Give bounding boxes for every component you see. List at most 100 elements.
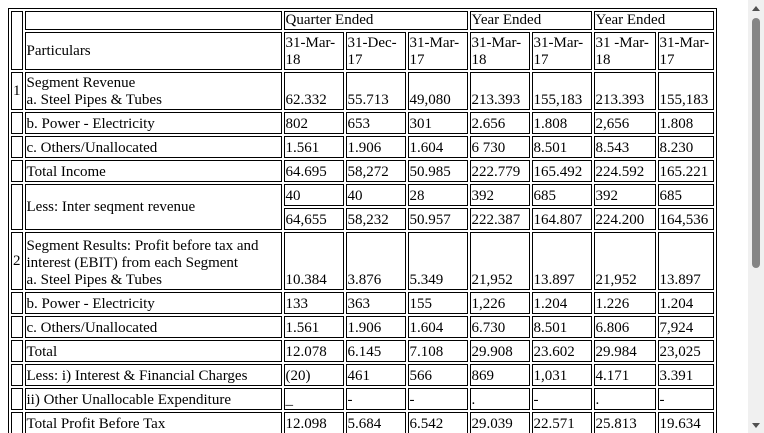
value-cell: 13.897 xyxy=(531,232,592,290)
value-cell: 40 xyxy=(283,184,344,206)
value-cell: 8.501 xyxy=(531,316,592,338)
chevron-up-icon xyxy=(752,5,760,11)
value-cell: 3.876 xyxy=(345,232,406,290)
value-cell: 1.226 xyxy=(593,292,656,314)
value-cell: 29.908 xyxy=(469,340,530,362)
scroll-thumb[interactable] xyxy=(752,18,760,268)
value-cell: 1.906 xyxy=(345,136,406,158)
value-cell: 3.391 xyxy=(657,364,714,386)
value-cell: 8.543 xyxy=(593,136,656,158)
value-cell: 6.730 xyxy=(469,316,530,338)
value-cell: 1.604 xyxy=(407,316,468,338)
table-row: ii) Other Unallocable Expenditure _ - -. -. - xyxy=(11,388,714,410)
header-date-cell: 31-Mar- 17 xyxy=(657,32,714,70)
row-label: Segment Results: Profit before tax and i… xyxy=(24,232,282,290)
value-cell: 1.204 xyxy=(657,292,714,314)
header-group-row: Quarter Ended Year Ended Year Ended xyxy=(11,11,714,70)
value-cell: 155,183 xyxy=(531,72,592,110)
table-row: 2 Segment Results: Profit before tax and … xyxy=(11,232,714,290)
value-cell: 29.984 xyxy=(593,340,656,362)
value-cell: 6.542 xyxy=(407,412,468,433)
table-row: c. Others/Unallocated 1.561 1.906 1.604 6 73… xyxy=(11,136,714,158)
value-cell: 1.204 xyxy=(531,292,592,314)
value-cell: . xyxy=(593,388,656,410)
value-cell: 165.221 xyxy=(657,160,714,182)
value-cell: 25.813 xyxy=(593,412,656,433)
value-cell: _ xyxy=(283,388,344,410)
value-cell: 50.985 xyxy=(407,160,468,182)
row-label: Total xyxy=(24,340,282,362)
row-number xyxy=(11,316,23,338)
value-cell: 23,025 xyxy=(657,340,714,362)
value-cell: 461 xyxy=(345,364,406,386)
value-cell: - xyxy=(657,388,714,410)
value-cell: 222.387 xyxy=(469,208,530,230)
value-cell: 566 xyxy=(407,364,468,386)
value-cell: 802 xyxy=(283,112,344,134)
header-quarter-ended: Quarter Ended xyxy=(283,11,468,30)
scroll-down-button[interactable] xyxy=(748,417,764,433)
scroll-up-button[interactable] xyxy=(748,0,764,16)
value-cell: 13.897 xyxy=(657,232,714,290)
value-cell: 62.332 xyxy=(283,72,344,110)
value-cell: 8.230 xyxy=(657,136,714,158)
table-row: Total Income 64.695 58,272 50.985 222.779 165… xyxy=(11,160,714,182)
value-cell: 58,272 xyxy=(345,160,406,182)
row-number xyxy=(11,364,23,386)
value-cell: 2.656 xyxy=(469,112,530,134)
value-cell: 1.561 xyxy=(283,136,344,158)
table-row: b. Power - Electricity 133 363 155 1,226 1.20… xyxy=(11,292,714,314)
value-cell: 213.393 xyxy=(469,72,530,110)
header-date-row: Particulars 31-Mar- 18 31-Dec- 17 31-Mar- … xyxy=(11,32,714,70)
value-cell: 392 xyxy=(469,184,530,206)
value-cell: 6 730 xyxy=(469,136,530,158)
value-cell: 363 xyxy=(345,292,406,314)
value-cell: 1.808 xyxy=(657,112,714,134)
value-cell: 5.684 xyxy=(345,412,406,433)
value-cell: 155 xyxy=(407,292,468,314)
segment-results-table: Quarter Ended Year Ended Year Ended Part… xyxy=(8,8,717,433)
value-cell: 164,536 xyxy=(657,208,714,230)
row-label: Less: i) Interest & Financial Charges xyxy=(24,364,282,386)
value-cell: 64.695 xyxy=(283,160,344,182)
value-cell: - xyxy=(407,388,468,410)
row-number xyxy=(11,388,23,410)
header-date-cell: 31 -Mar- 18 xyxy=(593,32,656,70)
value-cell: 155,183 xyxy=(657,72,714,110)
row-number xyxy=(11,184,23,230)
value-cell: 5.349 xyxy=(407,232,468,290)
header-num-cell xyxy=(11,11,23,70)
value-cell: 1,226 xyxy=(469,292,530,314)
value-cell: 40 xyxy=(345,184,406,206)
table-row: Less: i) Interest & Financial Charges (20… xyxy=(11,364,714,386)
value-cell: 1.561 xyxy=(283,316,344,338)
value-cell: 685 xyxy=(531,184,592,206)
row-label: ii) Other Unallocable Expenditure xyxy=(24,388,282,410)
value-cell: 224.592 xyxy=(593,160,656,182)
vertical-scrollbar[interactable] xyxy=(748,0,764,433)
row-label: Segment Revenue a. Steel Pipes & Tubes xyxy=(24,72,282,110)
header-date-cell: 31-Mar- 18 xyxy=(469,32,530,70)
table-row: Total Profit Before Tax 12.098 5.684 6.542 2… xyxy=(11,412,714,433)
value-cell: 392 xyxy=(593,184,656,206)
value-cell: 55.713 xyxy=(345,72,406,110)
document-viewport: Quarter Ended Year Ended Year Ended Part… xyxy=(8,8,717,433)
value-cell: 869 xyxy=(469,364,530,386)
header-year-ended: Year Ended xyxy=(469,11,592,30)
header-particulars: Particulars xyxy=(24,32,282,70)
row-label: Total Income xyxy=(24,160,282,182)
value-cell: 7,924 xyxy=(657,316,714,338)
value-cell: 12.098 xyxy=(283,412,344,433)
value-cell: 22.571 xyxy=(531,412,592,433)
value-cell: 1.604 xyxy=(407,136,468,158)
value-cell: 4.171 xyxy=(593,364,656,386)
table-row: 1 Segment Revenue a. Steel Pipes & Tubes 6… xyxy=(11,72,714,110)
row-label: Total Profit Before Tax xyxy=(24,412,282,433)
header-blank-cell xyxy=(24,11,282,30)
value-cell: 10.384 xyxy=(283,232,344,290)
value-cell: 222.779 xyxy=(469,160,530,182)
table-row: c. Others/Unallocated 1.561 1.906 1.604 6.73… xyxy=(11,316,714,338)
value-cell: 8.501 xyxy=(531,136,592,158)
header-date-cell: 31-Mar- 17 xyxy=(407,32,468,70)
value-cell: 301 xyxy=(407,112,468,134)
